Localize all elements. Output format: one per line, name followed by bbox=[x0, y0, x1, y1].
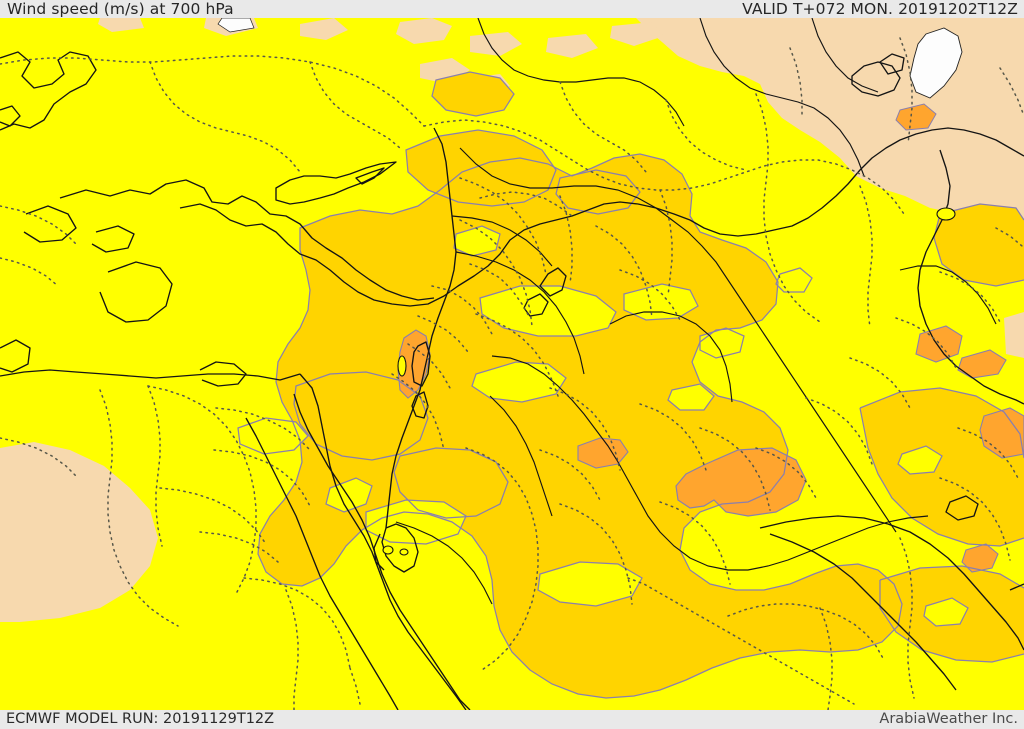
inland-lakes bbox=[382, 207, 956, 556]
high-terrain-white-patch bbox=[909, 27, 963, 99]
terrain-blob-n2 bbox=[470, 32, 522, 56]
gold-region-ne bbox=[934, 204, 1024, 286]
yellow-hole-13 bbox=[538, 562, 642, 606]
orange-patch-w-iraq bbox=[577, 437, 629, 469]
band-orange-regions bbox=[397, 103, 1024, 573]
orange-patch-north bbox=[895, 103, 937, 131]
country-borders-solid bbox=[395, 18, 997, 605]
yellow-hole-1 bbox=[480, 286, 616, 336]
terrain-blob-n4 bbox=[610, 22, 664, 46]
yellow-hole-7 bbox=[776, 268, 812, 292]
yellow-hole-4 bbox=[366, 500, 466, 544]
weather-map-canvas[interactable] bbox=[0, 18, 1024, 710]
terrain-blob-n1 bbox=[396, 18, 452, 44]
orange-patch-central bbox=[675, 447, 807, 517]
admin-borders-dotted bbox=[0, 37, 1024, 710]
footer-bar bbox=[0, 710, 1024, 729]
terrain-blob-n3 bbox=[546, 34, 598, 58]
terrain-blob-n5 bbox=[300, 18, 348, 40]
yellow-hole-5 bbox=[700, 328, 744, 358]
orange-patch-iran-1 bbox=[915, 325, 963, 363]
gold-region-levant-iraq bbox=[258, 154, 902, 698]
yellow-hole-3 bbox=[472, 362, 566, 402]
coastlines bbox=[0, 51, 1024, 710]
forecast-valid-time: VALID T+072 MON. 20191202T12Z bbox=[742, 0, 1018, 18]
gold-region-anatolia-e bbox=[556, 170, 640, 214]
yellow-hole-10 bbox=[454, 226, 500, 256]
model-run-label: ECMWF MODEL RUN: 20191129T12Z bbox=[6, 711, 275, 727]
contour-lines bbox=[237, 71, 1024, 699]
gold-region-anatolia-n bbox=[432, 72, 514, 116]
terrain-southwest bbox=[0, 442, 158, 622]
yellow-hole-6 bbox=[668, 384, 714, 410]
orange-patch-iran-3 bbox=[957, 349, 1007, 379]
terrain-blob-e1 bbox=[1004, 312, 1024, 358]
yellow-holes bbox=[238, 226, 968, 626]
orange-patch-iran-2 bbox=[979, 407, 1024, 459]
page-title: Wind speed (m/s) at 700 hPa bbox=[7, 0, 234, 18]
map-svg bbox=[0, 18, 1024, 710]
gold-region-sinai bbox=[294, 372, 428, 460]
terrain-blob-n7 bbox=[98, 18, 144, 32]
yellow-hole-9 bbox=[326, 478, 372, 512]
orange-patch-iran-4 bbox=[961, 543, 999, 573]
yellow-hole-8 bbox=[238, 418, 308, 454]
yellow-hole-11 bbox=[898, 446, 942, 474]
high-terrain-white-patch-2 bbox=[217, 18, 255, 33]
yellow-hole-12 bbox=[924, 598, 968, 626]
attribution-label: ArabiaWeather Inc. bbox=[879, 711, 1018, 727]
yellow-hole-2 bbox=[624, 284, 698, 320]
